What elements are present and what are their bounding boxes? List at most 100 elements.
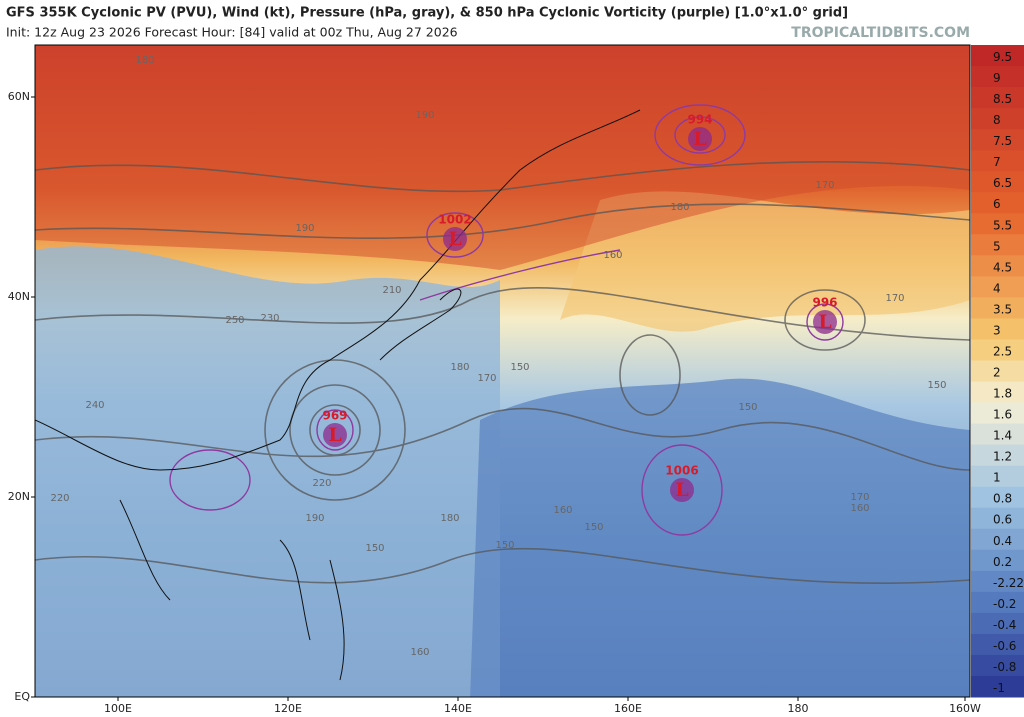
vorticity-contours (169, 104, 844, 536)
colorbar-label: 8.5 (993, 92, 1012, 106)
colorbar-swatch (971, 402, 1024, 425)
colorbar-swatch (971, 339, 1024, 361)
contour-label: 230 (260, 313, 279, 324)
colorbar-swatch (971, 423, 1024, 446)
colorbar-label: -0.2 (993, 597, 1016, 611)
contour-label: 150 (738, 402, 757, 413)
pv-region (35, 246, 500, 697)
colorbar-label: 0.4 (993, 534, 1012, 548)
lat-label: EQ (14, 690, 30, 703)
low-pressure: 994 (687, 113, 712, 127)
contour-label: 210 (382, 285, 401, 296)
low-symbol: L (675, 479, 688, 501)
colorbar-label: 6 (993, 197, 1001, 211)
colorbar-label: 4 (993, 281, 1001, 295)
colorbar-swatch (971, 66, 1024, 88)
colorbar-swatch (971, 486, 1024, 509)
colorbar-swatch (971, 150, 1024, 172)
pv-region (560, 191, 970, 332)
title: GFS 355K Cyclonic PV (PVU), Wind (kt), P… (6, 6, 848, 21)
colorbar-swatch (971, 591, 1024, 614)
lat-label: 40N (8, 290, 30, 303)
pv-region (35, 45, 970, 270)
colorbar-label: 0.8 (993, 492, 1012, 506)
colorbar-label: 0.2 (993, 555, 1012, 569)
contour-label: 150 (510, 362, 529, 373)
colorbar-label: -0.4 (993, 618, 1016, 632)
contour-label: 180 (135, 55, 154, 66)
colorbar-swatch (971, 108, 1024, 130)
lon-label: 160E (614, 702, 642, 715)
colorbar-swatch (971, 129, 1024, 151)
lon-label: 120E (274, 702, 302, 715)
colorbar-swatch (971, 276, 1024, 298)
colorbar-swatch (971, 465, 1024, 488)
colorbar-label: 2 (993, 366, 1001, 380)
colorbar-swatch (971, 381, 1024, 404)
contour-label: 190 (295, 223, 314, 234)
colorbar-label: -0.8 (993, 660, 1016, 674)
colorbar-label: 1.2 (993, 450, 1012, 464)
colorbar-swatch (971, 549, 1024, 572)
map-frame (34, 44, 971, 698)
colorbar-swatch (971, 507, 1024, 530)
low-symbol: L (448, 228, 461, 250)
contour-label: 190 (415, 110, 434, 121)
colorbar-swatch (971, 360, 1024, 383)
contour-label: 220 (50, 493, 69, 504)
colorbar-label: 5.5 (993, 218, 1012, 232)
colorbar-swatch (971, 234, 1024, 256)
colorbar-swatch (971, 192, 1024, 214)
colorbar-label: 1 (993, 471, 1001, 485)
colorbar-label: 0.6 (993, 513, 1012, 527)
colorbar-label: 2.5 (993, 344, 1012, 358)
colorbar-label: -2.22 (993, 576, 1024, 590)
colorbar-label: 3.5 (993, 302, 1012, 316)
contour-label: 250 (225, 315, 244, 326)
contour-label: 160 (553, 505, 572, 516)
low-center (323, 423, 347, 447)
pressure-contours (35, 160, 970, 585)
contour-label: 160 (410, 647, 429, 658)
colorbar-label: 1.6 (993, 408, 1012, 422)
map-area: 180 190 190 180 170 210 230 250 180 170 150 160 150 1… (35, 45, 970, 697)
subtitle: Init: 12z Aug 23 2026 Forecast Hour: [84… (6, 25, 458, 40)
lon-label: 180 (788, 702, 809, 715)
watermark: TROPICALTIDBITS.COM (791, 25, 970, 41)
colorbar-swatch (971, 612, 1024, 635)
low-symbol: L (328, 424, 341, 446)
colorbar-label: 6.5 (993, 176, 1012, 190)
colorbar-label: 7 (993, 155, 1001, 169)
lat-label: 20N (8, 490, 30, 503)
colorbar-swatch (971, 45, 1024, 67)
contour-label: 160 (603, 250, 622, 261)
lon-label: 160W (949, 702, 981, 715)
contour-label: 170 (815, 180, 834, 191)
colorbar-swatch (971, 87, 1024, 109)
colorbar-swatch (971, 633, 1024, 656)
colorbar-swatch (971, 255, 1024, 277)
colorbar-label: 5 (993, 239, 1001, 253)
colorbar-swatch (971, 444, 1024, 467)
lon-label: 100E (104, 702, 132, 715)
contour-label: 220 (312, 478, 331, 489)
lat-label: 60N (8, 90, 30, 103)
contour-label: 150 (495, 540, 514, 551)
low-pressure: 996 (812, 296, 837, 310)
coastlines (35, 109, 641, 681)
low-pressure: 1006 (665, 464, 698, 478)
low-symbol: L (693, 128, 706, 150)
pv-region (470, 378, 970, 697)
colorbar-label: 1.4 (993, 429, 1012, 443)
colorbar-label: -1 (993, 681, 1005, 695)
low-symbol: L (818, 311, 831, 333)
contour-label: 170 (885, 293, 904, 304)
low-center (670, 478, 694, 502)
low-center (688, 127, 712, 151)
colorbar-label: 1.8 (993, 387, 1012, 401)
colorbar-swatch (971, 297, 1024, 319)
colorbar-swatch (971, 675, 1024, 698)
contour-label: 160 (850, 503, 869, 514)
contour-label: 170 (850, 492, 869, 503)
